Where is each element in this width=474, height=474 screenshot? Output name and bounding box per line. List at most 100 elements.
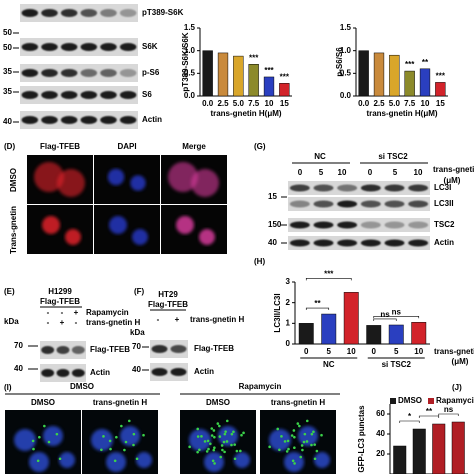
- puncta: [310, 432, 314, 436]
- puncta: [291, 459, 295, 463]
- blot-band: [21, 91, 39, 99]
- bracket: [399, 420, 420, 423]
- panel-letter: (G): [254, 142, 266, 151]
- puncta: [223, 432, 227, 436]
- blot-band: [71, 369, 85, 377]
- x-tick-label: 10: [265, 99, 274, 108]
- puncta: [296, 422, 300, 425]
- treatment-label: trans-gnetin H: [86, 318, 140, 327]
- puncta: [225, 440, 229, 443]
- significance: ns: [444, 405, 454, 414]
- dose-label: 0: [368, 168, 373, 177]
- puncta: [302, 440, 306, 444]
- x-tick-label: 10: [421, 99, 430, 108]
- blot-band: [100, 9, 117, 17]
- blot-band: [21, 69, 39, 77]
- blot-band: [313, 239, 334, 247]
- puncta: [313, 443, 316, 446]
- blot-band: [289, 200, 310, 208]
- blot-strip: [150, 340, 188, 358]
- column-header: trans-gnetin H: [271, 398, 325, 407]
- puncta: [235, 449, 239, 453]
- puncta: [132, 432, 136, 436]
- cell: [176, 216, 194, 234]
- significance: ***: [280, 72, 290, 81]
- micrograph: [27, 205, 93, 254]
- cell: [191, 169, 219, 197]
- nucleus: [284, 452, 304, 472]
- x-tick-label: 5: [327, 347, 332, 356]
- y-tick-label: 1.5: [184, 23, 196, 32]
- puncta: [132, 443, 135, 447]
- puncta: [230, 443, 233, 447]
- nucleus: [269, 429, 291, 451]
- legend-swatch: [390, 398, 396, 404]
- puncta: [305, 440, 309, 443]
- bar: [393, 445, 407, 474]
- bracket: [305, 307, 330, 311]
- sign: +: [74, 308, 79, 317]
- bracket: [305, 278, 352, 281]
- blot-label: pT389-S6K: [142, 8, 184, 17]
- legend-label: Rapamycin: [436, 396, 474, 405]
- nucleus: [132, 229, 148, 245]
- significance: ***: [249, 53, 259, 62]
- x-tick-label: 2.5: [373, 99, 385, 108]
- x-tick-label: 2.5: [217, 99, 229, 108]
- dose-label: 10: [414, 168, 423, 177]
- cell: [65, 229, 81, 245]
- puncta: [293, 462, 296, 465]
- bar: [411, 322, 427, 345]
- sign: -: [157, 315, 160, 324]
- y-tick-label: 1.0: [340, 46, 352, 55]
- puncta: [240, 433, 243, 437]
- micrograph: [94, 155, 160, 204]
- puncta: [218, 424, 221, 428]
- puncta: [58, 457, 62, 461]
- blot-strip: [20, 111, 138, 129]
- nucleus: [29, 452, 49, 472]
- puncta: [211, 459, 215, 463]
- y-tick-label: 0: [286, 339, 291, 348]
- blot-band: [41, 43, 58, 51]
- puncta: [120, 424, 123, 428]
- blot-label: Actin: [142, 115, 162, 124]
- blot-band: [313, 221, 334, 229]
- puncta: [36, 459, 40, 463]
- y-tick-label: 0.0: [184, 91, 196, 100]
- puncta: [242, 431, 245, 435]
- blot-band: [80, 69, 98, 77]
- x-tick-label: 15: [280, 99, 289, 108]
- bar: [432, 423, 446, 474]
- nucleus: [189, 429, 211, 451]
- puncta: [113, 459, 117, 463]
- puncta: [299, 455, 303, 459]
- puncta: [286, 439, 290, 443]
- y-tick-label: 0.5: [340, 68, 352, 77]
- blot-label: LC3I: [434, 183, 451, 192]
- y-axis-label: pT389-S6K/S6K: [181, 32, 190, 91]
- nucleus: [109, 216, 127, 234]
- y-tick-label: 60: [376, 409, 385, 418]
- puncta: [287, 447, 290, 451]
- group-label: NC: [323, 360, 335, 369]
- y-tick-label: 3: [286, 277, 291, 286]
- blot-band: [119, 91, 137, 99]
- dose-label: 10: [338, 168, 347, 177]
- micrograph: [161, 205, 227, 254]
- y-axis-label: p-S6/S6: [335, 47, 344, 77]
- group-label: si TSC2: [378, 152, 408, 161]
- puncta: [135, 457, 139, 461]
- blot-strip: [20, 38, 138, 56]
- bar: [451, 421, 465, 474]
- puncta: [102, 435, 105, 438]
- blot-label: TSC2: [434, 220, 455, 229]
- puncta: [213, 435, 216, 439]
- construct: Flag-TFEB: [40, 297, 80, 306]
- legend-swatch: [428, 398, 434, 404]
- blot-band: [408, 239, 429, 247]
- bar: [217, 52, 229, 97]
- blot-band: [100, 43, 117, 51]
- blot-label: Actin: [90, 368, 110, 377]
- marker-label: 40: [3, 117, 12, 126]
